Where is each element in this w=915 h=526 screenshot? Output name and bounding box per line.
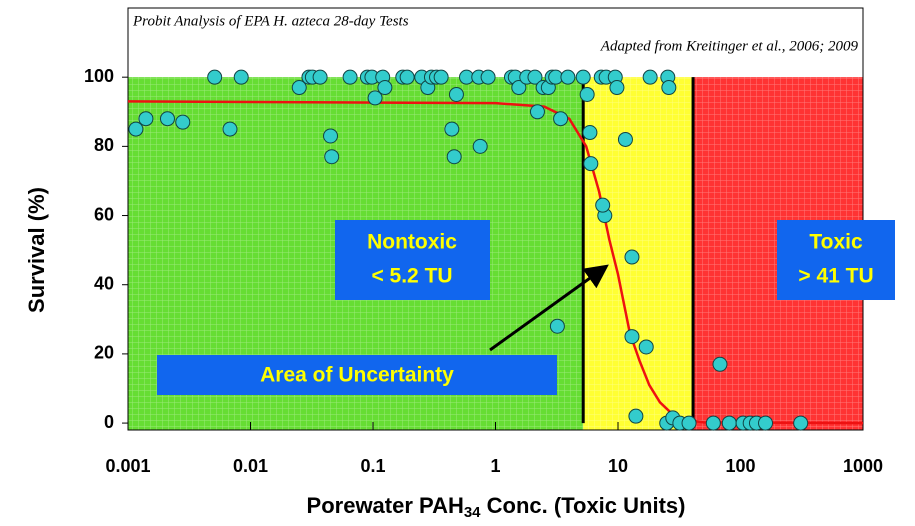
point bbox=[324, 149, 340, 165]
point bbox=[549, 318, 565, 334]
point bbox=[511, 80, 527, 96]
label-box bbox=[777, 220, 895, 300]
point bbox=[681, 415, 697, 431]
point bbox=[642, 69, 658, 85]
y-tick-label: 20 bbox=[94, 343, 114, 363]
chart-title: Probit Analysis of EPA H. azteca 28-day … bbox=[132, 13, 409, 29]
point bbox=[159, 111, 175, 127]
y-tick-label: 100 bbox=[84, 66, 114, 86]
point bbox=[595, 197, 611, 213]
annotation: > 41 TU bbox=[798, 265, 873, 288]
point bbox=[529, 104, 545, 120]
point bbox=[480, 69, 496, 85]
point bbox=[583, 156, 599, 172]
y-tick-label: 60 bbox=[94, 204, 114, 224]
plot: 0 20 40 60 80 100 0.001 0.01 0.1 1 10 100 1000 bbox=[84, 7, 883, 476]
point bbox=[793, 415, 809, 431]
point bbox=[342, 69, 358, 85]
point bbox=[721, 415, 737, 431]
point bbox=[628, 408, 644, 424]
point bbox=[323, 128, 339, 144]
chart-subtitle: Adapted from Kreitinger et al., 2006; 20… bbox=[600, 38, 859, 54]
point bbox=[446, 149, 462, 165]
point bbox=[433, 69, 449, 85]
point bbox=[624, 249, 640, 265]
point bbox=[575, 69, 591, 85]
x-tick-label: 0.01 bbox=[233, 456, 268, 476]
point bbox=[553, 111, 569, 127]
y-axis-label: Survival (%) bbox=[24, 187, 49, 313]
point bbox=[128, 121, 144, 137]
point bbox=[661, 80, 677, 96]
annotation: Area of Uncertainty bbox=[260, 364, 454, 387]
arrow bbox=[489, 264, 609, 352]
x-tick-label: 0.001 bbox=[105, 456, 150, 476]
x-tick-label: 100 bbox=[725, 456, 755, 476]
y-tick-label: 40 bbox=[94, 273, 114, 293]
x-label-part: Conc. (Toxic Units) bbox=[481, 493, 686, 518]
point bbox=[233, 69, 249, 85]
y-tick-label: 80 bbox=[94, 135, 114, 155]
point bbox=[624, 329, 640, 345]
x-label-part: Porewater PAH bbox=[307, 493, 464, 518]
point bbox=[582, 125, 598, 141]
point bbox=[448, 86, 464, 102]
x-tick-label: 1000 bbox=[843, 456, 883, 476]
point bbox=[712, 356, 728, 372]
label-box bbox=[335, 220, 490, 300]
point bbox=[705, 415, 721, 431]
point bbox=[291, 80, 307, 96]
y-tick-label: 0 bbox=[104, 412, 114, 432]
x-tick-label: 10 bbox=[608, 456, 628, 476]
point bbox=[444, 121, 460, 137]
point bbox=[312, 69, 328, 85]
x-axis-label: Porewater PAH34 Conc. (Toxic Units) bbox=[307, 493, 686, 521]
point bbox=[367, 90, 383, 106]
point bbox=[609, 80, 625, 96]
point bbox=[399, 69, 415, 85]
annotation: Nontoxic bbox=[367, 231, 457, 254]
point bbox=[175, 114, 191, 130]
point bbox=[138, 111, 154, 127]
x-tick-label: 0.1 bbox=[360, 456, 385, 476]
annotation: Toxic bbox=[809, 231, 863, 254]
point bbox=[579, 86, 595, 102]
x-tick-label: 1 bbox=[490, 456, 500, 476]
point bbox=[472, 138, 488, 154]
point bbox=[617, 131, 633, 147]
point bbox=[527, 69, 543, 85]
point bbox=[207, 69, 223, 85]
x-label-sub: 34 bbox=[464, 504, 481, 521]
point bbox=[222, 121, 238, 137]
point bbox=[758, 415, 774, 431]
point bbox=[377, 80, 393, 96]
point bbox=[560, 69, 576, 85]
point bbox=[638, 339, 654, 355]
label-box bbox=[157, 355, 557, 395]
annotation: < 5.2 TU bbox=[371, 265, 452, 288]
